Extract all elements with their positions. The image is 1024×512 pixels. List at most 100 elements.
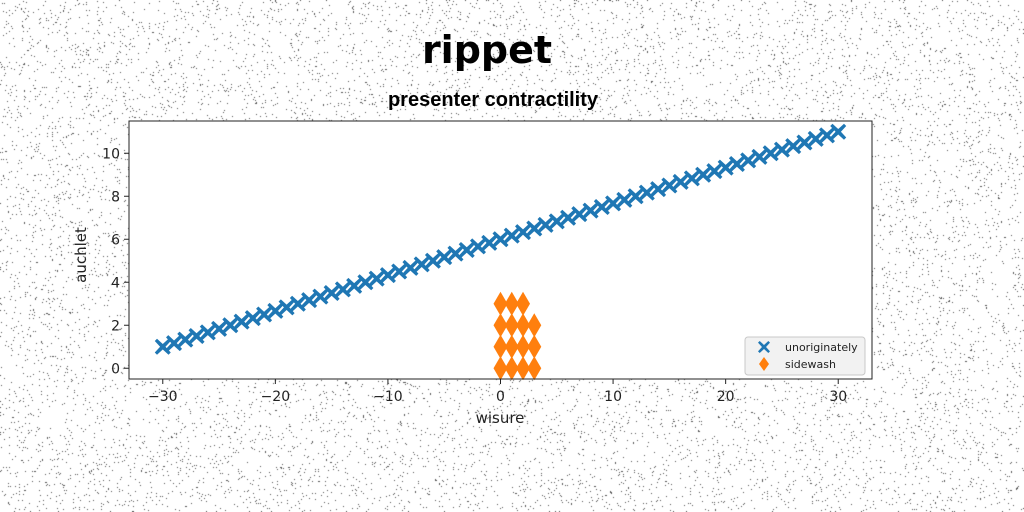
data-point-series-1 [469, 238, 486, 255]
data-point-series-1 [593, 199, 610, 215]
data-point-series-1 [312, 288, 329, 305]
axis-ticks: −30 −20 −10 0 10 20 30 0 2 4 6 8 10 [102, 146, 847, 405]
data-point-series-1 [548, 213, 565, 230]
data-point-series-1 [706, 163, 723, 180]
data-point-series-1 [199, 324, 216, 341]
data-point-series-1 [751, 148, 768, 165]
data-point-series-1 [278, 299, 295, 316]
data-point-series-1 [166, 335, 183, 352]
data-point-series-2 [504, 334, 519, 359]
x-tick-label: 30 [829, 389, 847, 405]
data-point-series-1 [357, 274, 374, 291]
data-point-series-1 [560, 209, 577, 226]
x-tick-label: 10 [604, 389, 622, 405]
y-axis-label: auchlet [72, 227, 90, 283]
data-point-series-1 [222, 317, 239, 334]
x-tick-label: 0 [496, 389, 505, 405]
chart-title: rippet [422, 28, 552, 72]
plot-frame [128, 120, 873, 380]
data-point-series-2 [493, 334, 508, 359]
data-point-series-1 [481, 234, 498, 251]
chart-subtitle: presenter contractility [388, 89, 599, 111]
data-point-series-1 [211, 320, 228, 337]
data-point-series-1 [830, 123, 847, 140]
y-tick-label: 2 [111, 318, 120, 334]
data-point-series-1 [616, 191, 633, 208]
chart-marks [154, 123, 847, 381]
data-point-series-2 [516, 291, 531, 316]
data-point-series-1 [818, 127, 835, 144]
data-point-series-1 [650, 181, 667, 198]
y-tick-label: 8 [111, 189, 120, 205]
y-tick-label: 0 [111, 361, 120, 377]
data-point-series-1 [571, 206, 588, 223]
data-point-series-1 [695, 166, 712, 183]
data-point-series-1 [796, 134, 813, 151]
data-point-series-2 [504, 356, 519, 381]
data-point-series-2 [493, 313, 508, 338]
data-point-series-1 [424, 252, 441, 269]
data-point-series-1 [402, 259, 419, 276]
legend-label-series-2: sidewash [785, 358, 836, 371]
y-tick-label: 10 [102, 146, 120, 162]
data-point-series-1 [447, 245, 464, 262]
x-axis-label: wisure [476, 409, 525, 427]
data-point-series-1 [661, 177, 678, 194]
data-point-series-2 [493, 291, 508, 316]
data-point-series-2 [504, 291, 519, 316]
data-point-series-1 [244, 310, 261, 327]
data-point-series-2 [493, 356, 508, 381]
data-point-series-1 [683, 170, 700, 187]
data-point-series-1 [177, 331, 194, 348]
data-point-series-1 [301, 292, 318, 309]
data-point-series-1 [334, 281, 351, 298]
data-point-series-1 [773, 141, 790, 158]
data-point-series-1 [537, 216, 554, 233]
legend-marker-series-1 [758, 341, 770, 353]
data-point-series-1 [717, 159, 734, 176]
data-point-series-1 [323, 285, 340, 301]
data-point-series-1 [638, 184, 655, 201]
data-point-series-1 [154, 338, 171, 355]
data-point-series-2 [527, 356, 542, 381]
x-tick-label: −30 [148, 389, 178, 405]
data-point-series-1 [515, 224, 532, 241]
data-point-series-1 [368, 270, 385, 287]
data-point-series-1 [526, 220, 543, 237]
data-point-series-1 [503, 227, 520, 244]
data-point-series-1 [413, 256, 430, 273]
data-point-series-1 [672, 173, 689, 190]
data-point-series-1 [289, 295, 306, 312]
data-point-series-1 [582, 202, 599, 219]
data-point-series-1 [391, 263, 408, 280]
x-tick-label: −10 [373, 389, 403, 405]
legend-label-series-1: unoriginately [785, 341, 858, 354]
data-point-series-2 [516, 356, 531, 381]
data-point-series-1 [436, 249, 453, 266]
legend-marker-series-2 [759, 357, 769, 371]
data-point-series-1 [267, 302, 284, 319]
data-point-series-2 [504, 313, 519, 338]
data-point-series-1 [492, 231, 509, 248]
data-point-series-1 [627, 188, 644, 205]
data-point-series-2 [527, 313, 542, 338]
data-point-series-1 [807, 130, 824, 147]
data-point-series-1 [458, 242, 475, 258]
data-point-series-1 [346, 277, 363, 294]
data-point-series-1 [740, 152, 757, 169]
data-point-series-1 [785, 138, 802, 155]
x-tick-label: −20 [261, 389, 291, 405]
data-point-series-2 [527, 334, 542, 359]
y-tick-label: 6 [111, 232, 120, 248]
data-point-series-1 [762, 145, 779, 162]
data-point-series-1 [188, 328, 205, 344]
data-point-series-1 [233, 313, 250, 330]
x-tick-label: 20 [717, 389, 735, 405]
legend: unoriginately sidewash [744, 336, 866, 376]
data-point-series-1 [379, 267, 396, 284]
y-tick-label: 4 [111, 275, 120, 291]
data-point-series-2 [516, 334, 531, 359]
legend-box [744, 336, 866, 376]
data-point-series-1 [728, 156, 745, 172]
